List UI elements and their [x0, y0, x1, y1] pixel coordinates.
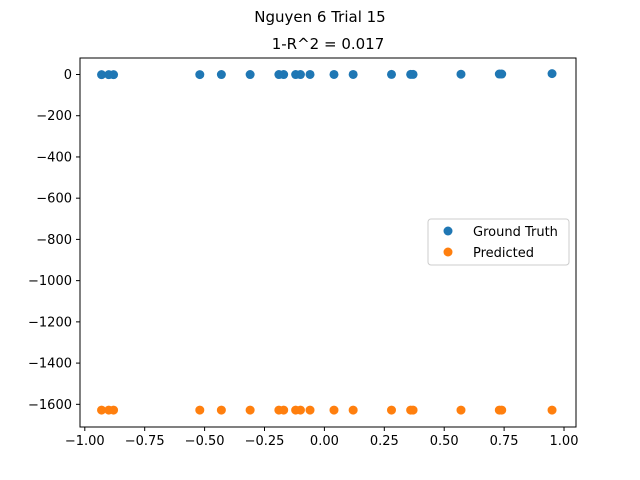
- y-tick-label: −800: [36, 233, 72, 248]
- legend-label-ground-truth: Ground Truth: [473, 225, 558, 240]
- y-tick-label: −200: [36, 109, 72, 124]
- data-point-predicted: [456, 405, 466, 415]
- data-point-predicted: [408, 405, 418, 415]
- y-tick-label: −1000: [28, 274, 72, 289]
- y-tick-label: −600: [36, 192, 72, 207]
- y-tick-label: −1400: [28, 357, 72, 372]
- legend-label-predicted: Predicted: [473, 246, 534, 261]
- data-point-predicted: [386, 405, 396, 415]
- x-tick-label: −0.25: [245, 434, 285, 449]
- data-point-ground-truth: [195, 70, 205, 80]
- x-tick-label: 0.25: [370, 434, 399, 449]
- y-axis: 0 −200 −400 −600 −800 −1000 −1200 −1400 −1600: [28, 68, 80, 413]
- y-tick-label: −400: [36, 150, 72, 165]
- legend-marker-ground-truth: [443, 226, 453, 236]
- x-tick-label: −0.50: [185, 434, 225, 449]
- data-point-ground-truth: [97, 70, 107, 80]
- data-point-predicted: [216, 405, 226, 415]
- legend-marker-predicted: [443, 247, 453, 257]
- y-tick-label: −1600: [28, 398, 72, 413]
- data-point-predicted: [195, 405, 205, 415]
- legend: Ground Truth Predicted: [427, 218, 570, 266]
- chart-title: 1-R^2 = 0.017: [272, 35, 385, 53]
- x-tick-label: 0.50: [430, 434, 459, 449]
- data-point-predicted: [547, 405, 557, 415]
- data-point-predicted: [279, 405, 289, 415]
- data-point-predicted: [245, 405, 255, 415]
- data-point-predicted: [97, 405, 107, 415]
- x-tick-label: −0.75: [125, 434, 165, 449]
- data-point-ground-truth: [386, 69, 396, 79]
- x-tick-label: 1.00: [550, 434, 579, 449]
- data-point-predicted: [305, 405, 315, 415]
- data-point-ground-truth: [547, 69, 557, 79]
- data-point-predicted: [348, 405, 358, 415]
- data-points: [97, 69, 557, 415]
- chart-suptitle: Nguyen 6 Trial 15: [254, 8, 385, 26]
- data-point-ground-truth: [408, 69, 418, 79]
- y-tick-label: 0: [64, 68, 72, 83]
- data-point-predicted: [329, 405, 339, 415]
- data-point-predicted: [109, 405, 119, 415]
- data-point-ground-truth: [216, 70, 226, 80]
- legend-box: [427, 218, 570, 266]
- data-point-ground-truth: [456, 69, 466, 79]
- data-point-ground-truth: [245, 70, 255, 80]
- data-point-predicted: [497, 405, 507, 415]
- data-point-ground-truth: [329, 69, 339, 79]
- data-point-ground-truth: [279, 70, 289, 80]
- data-point-ground-truth: [348, 69, 358, 79]
- y-tick-label: −1200: [28, 315, 72, 330]
- data-point-ground-truth: [305, 69, 315, 79]
- data-point-ground-truth: [497, 69, 507, 79]
- x-tick-label: −1.00: [65, 434, 105, 449]
- data-point-ground-truth: [109, 70, 119, 80]
- data-point-ground-truth: [295, 70, 305, 80]
- x-tick-label: 0.00: [310, 434, 339, 449]
- x-tick-label: 0.75: [490, 434, 519, 449]
- data-point-predicted: [295, 405, 305, 415]
- x-axis: −1.00 −0.75 −0.50 −0.25 0.00 0.25 0.50 0.75 1.00: [65, 427, 579, 449]
- axes-frame: [79, 57, 577, 428]
